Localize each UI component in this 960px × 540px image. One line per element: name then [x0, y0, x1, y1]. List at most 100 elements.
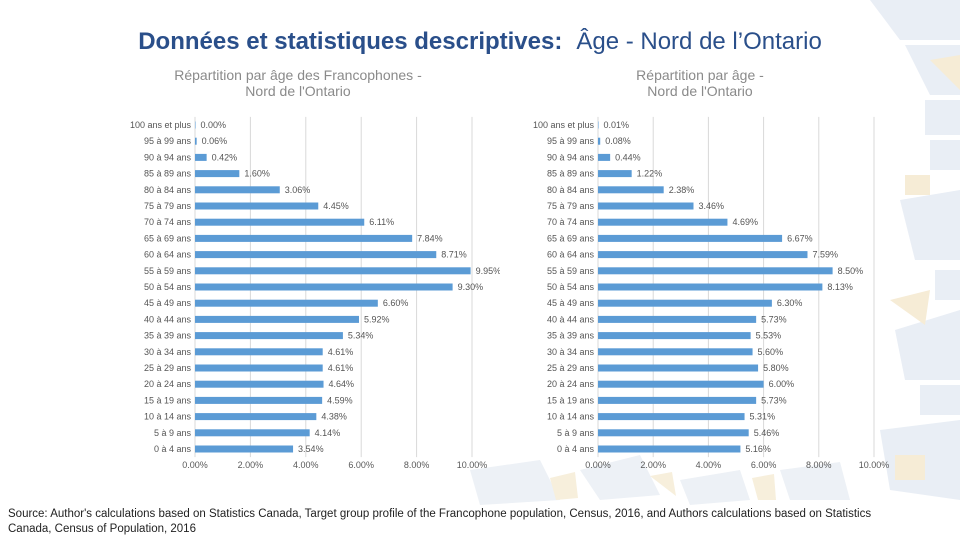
x-tick-label: 4.00% — [696, 460, 722, 470]
bar — [598, 348, 753, 356]
chart-total-population: Répartition par âge - Nord de l'Ontario 0.… — [505, 64, 900, 484]
data-label: 3.06% — [285, 185, 311, 195]
category-label: 20 à 24 ans — [144, 379, 192, 389]
x-tick-label: 8.00% — [806, 460, 832, 470]
x-tick-label: 4.00% — [293, 460, 319, 470]
bar — [195, 121, 196, 129]
data-label: 5.80% — [763, 363, 789, 373]
category-label: 55 à 59 ans — [547, 266, 595, 276]
chart-francophones-svg: Répartition par âge des Francophones -No… — [130, 67, 500, 470]
category-label: 100 ans et plus — [533, 120, 595, 130]
data-label: 5.16% — [745, 444, 771, 454]
category-label: 45 à 49 ans — [547, 298, 595, 308]
bar — [598, 283, 823, 291]
data-label: 4.61% — [328, 363, 354, 373]
bar — [195, 315, 359, 323]
slide-title-main: Données et statistiques descriptives: — [138, 28, 563, 55]
data-label: 8.50% — [838, 266, 864, 276]
data-label: 6.67% — [787, 233, 813, 243]
category-label: 5 à 9 ans — [557, 428, 595, 438]
bar — [195, 445, 294, 453]
x-tick-label: 0.00% — [585, 460, 611, 470]
category-label: 90 à 94 ans — [547, 152, 595, 162]
data-label: 5.92% — [364, 314, 390, 324]
bar — [598, 170, 632, 178]
bar — [195, 137, 197, 145]
bar — [598, 380, 764, 388]
bar — [195, 234, 413, 242]
x-tick-label: 2.00% — [238, 460, 264, 470]
bar — [195, 186, 280, 194]
bar — [598, 218, 728, 226]
category-label: 35 à 39 ans — [547, 331, 595, 341]
data-label: 8.13% — [827, 282, 853, 292]
data-label: 1.22% — [637, 169, 663, 179]
source-note: Source: Author's calculations based on S… — [8, 508, 872, 535]
category-label: 25 à 29 ans — [547, 363, 595, 373]
bar — [195, 170, 240, 178]
data-label: 0.42% — [212, 152, 238, 162]
bar — [598, 299, 772, 307]
category-label: 65 à 69 ans — [144, 233, 192, 243]
bar — [195, 332, 343, 340]
data-label: 8.71% — [441, 250, 467, 260]
data-label: 5.53% — [756, 331, 782, 341]
data-label: 4.45% — [323, 201, 349, 211]
category-label: 0 à 4 ans — [557, 444, 595, 454]
category-label: 95 à 99 ans — [144, 136, 192, 146]
data-label: 0.00% — [201, 120, 227, 130]
chart-title-line: Nord de l'Ontario — [647, 83, 753, 99]
category-label: 40 à 44 ans — [547, 314, 595, 324]
bar — [598, 251, 808, 259]
category-label: 90 à 94 ans — [144, 152, 192, 162]
bar — [195, 429, 310, 437]
category-label: 95 à 99 ans — [547, 136, 595, 146]
data-label: 3.54% — [298, 444, 324, 454]
bar — [598, 137, 601, 145]
data-label: 5.34% — [348, 331, 374, 341]
bar — [598, 153, 611, 161]
bar — [195, 251, 437, 259]
category-label: 80 à 84 ans — [547, 185, 595, 195]
category-label: 85 à 89 ans — [547, 169, 595, 179]
category-label: 55 à 59 ans — [144, 266, 192, 276]
data-label: 4.69% — [732, 217, 758, 227]
category-label: 40 à 44 ans — [144, 314, 192, 324]
category-label: 30 à 34 ans — [144, 347, 192, 357]
category-label: 75 à 79 ans — [547, 201, 595, 211]
data-label: 2.38% — [669, 185, 695, 195]
data-label: 7.59% — [812, 250, 838, 260]
chart-total-population-svg: Répartition par âge -Nord de l'Ontario 0.… — [533, 67, 889, 470]
data-label: 4.61% — [328, 347, 354, 357]
category-label: 30 à 34 ans — [547, 347, 595, 357]
bar — [195, 218, 365, 226]
bar — [598, 267, 833, 275]
category-label: 10 à 14 ans — [547, 412, 595, 422]
bar — [598, 202, 694, 210]
x-tick-label: 10.00% — [457, 460, 488, 470]
data-label: 0.44% — [615, 152, 641, 162]
category-label: 50 à 54 ans — [547, 282, 595, 292]
bar — [195, 153, 207, 161]
x-tick-label: 8.00% — [404, 460, 430, 470]
chart-francophones: Répartition par âge des Francophones - No… — [105, 64, 500, 484]
category-label: 75 à 79 ans — [144, 201, 192, 211]
bar — [195, 348, 323, 356]
bar — [195, 202, 319, 210]
category-label: 100 ans et plus — [130, 120, 192, 130]
data-label: 7.84% — [417, 233, 443, 243]
data-label: 0.06% — [202, 136, 228, 146]
data-label: 1.60% — [244, 169, 270, 179]
x-tick-label: 0.00% — [182, 460, 208, 470]
category-label: 20 à 24 ans — [547, 379, 595, 389]
data-label: 3.46% — [698, 201, 724, 211]
category-label: 70 à 74 ans — [547, 217, 595, 227]
category-label: 5 à 9 ans — [154, 428, 192, 438]
chart-title-line: Répartition par âge des Francophones - — [174, 67, 422, 83]
bar — [598, 234, 783, 242]
x-tick-label: 2.00% — [640, 460, 666, 470]
x-tick-label: 6.00% — [751, 460, 777, 470]
category-label: 0 à 4 ans — [154, 444, 192, 454]
x-tick-label: 6.00% — [348, 460, 374, 470]
bar — [598, 413, 745, 421]
